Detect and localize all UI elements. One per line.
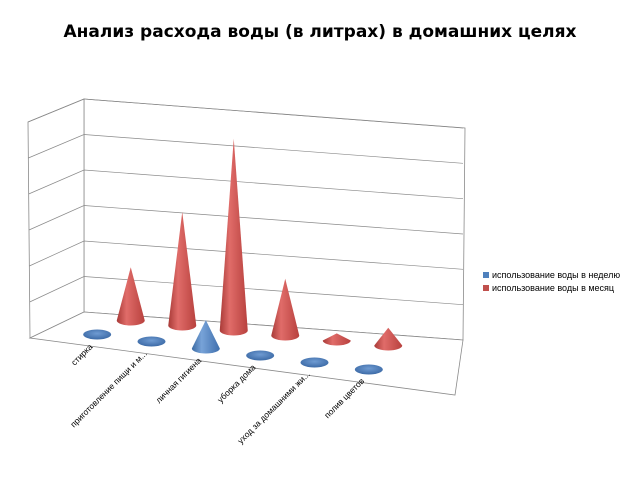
cone-weekly-4 xyxy=(300,357,329,368)
legend: использование воды в неделю использовани… xyxy=(483,268,620,294)
cone-monthly-3 xyxy=(271,278,300,341)
x-tick-label: личная гигиена xyxy=(153,355,203,405)
cone-monthly-0 xyxy=(116,267,145,326)
legend-swatch-weekly xyxy=(483,271,489,278)
cone-weekly-5 xyxy=(354,364,383,375)
chart-walls xyxy=(27,98,466,396)
cone-weekly-4-base xyxy=(300,357,329,368)
chart-marks xyxy=(83,138,403,375)
x-tick-label: стирка xyxy=(69,342,95,368)
cone-monthly-1 xyxy=(168,211,197,331)
legend-label-monthly: использование воды в месяц xyxy=(492,282,615,293)
gridline xyxy=(29,240,464,270)
floor xyxy=(28,311,464,396)
cone-monthly-3-body xyxy=(271,278,300,341)
gridline xyxy=(28,205,464,235)
cone-weekly-0 xyxy=(83,329,112,340)
gridline xyxy=(28,134,464,164)
cone-weekly-3-base xyxy=(246,350,275,361)
cone-monthly-5 xyxy=(374,327,403,351)
gridline xyxy=(29,276,464,306)
cone-monthly-1-body xyxy=(168,211,197,331)
cone-weekly-3 xyxy=(246,350,275,361)
cone-weekly-2 xyxy=(191,320,220,354)
x-tick-label: уход за домашними жи... xyxy=(235,369,312,446)
cone-monthly-2 xyxy=(219,138,248,336)
legend-swatch-monthly xyxy=(483,284,489,291)
chart-gridlines xyxy=(27,98,464,306)
legend-item-weekly: использование воды в неделю xyxy=(483,268,620,281)
chart-title: Анализ расхода воды (в литрах) в домашни… xyxy=(63,22,577,42)
cone-monthly-2-body xyxy=(219,138,248,336)
cone-weekly-1 xyxy=(137,336,166,347)
legend-label-weekly: использование воды в неделю xyxy=(492,269,621,280)
gridline xyxy=(27,98,464,129)
cone-weekly-0-base xyxy=(83,329,112,340)
cone-monthly-0-body xyxy=(116,267,145,326)
cone-monthly-4-body xyxy=(322,333,351,346)
cone-monthly-4 xyxy=(322,333,351,346)
side-wall xyxy=(27,98,85,339)
gridline xyxy=(28,169,464,200)
cone-weekly-2-body xyxy=(191,320,220,354)
x-tick-label: уборка дома xyxy=(215,362,258,405)
cone-weekly-5-base xyxy=(354,364,383,375)
cone-monthly-5-body xyxy=(374,327,403,351)
cone-weekly-1-base xyxy=(137,336,166,347)
legend-item-monthly: использование воды в месяц xyxy=(483,281,620,294)
x-tick-label: полив цветов xyxy=(322,376,367,421)
